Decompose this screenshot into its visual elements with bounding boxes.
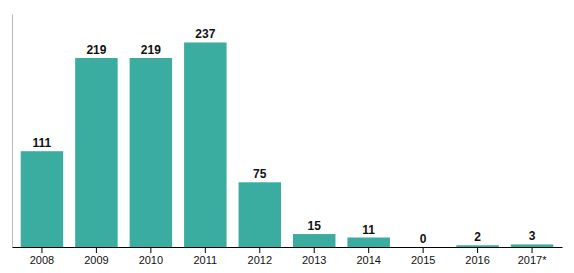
x-tick-label: 2011 bbox=[193, 254, 217, 266]
x-tick: 2008 bbox=[30, 247, 54, 266]
y-axis bbox=[12, 15, 13, 248]
bar bbox=[347, 238, 389, 247]
x-tick: 2014 bbox=[356, 247, 380, 266]
x-tick-mark bbox=[532, 247, 533, 253]
chart: 2008200920102011201220132014201520162017… bbox=[0, 0, 574, 273]
x-tick: 2015 bbox=[411, 247, 435, 266]
x-tick: 2013 bbox=[302, 247, 326, 266]
x-tick-label: 2012 bbox=[248, 254, 272, 266]
data-label: 219 bbox=[86, 43, 106, 57]
bars bbox=[21, 42, 554, 247]
data-label: 219 bbox=[141, 43, 161, 57]
x-tick-mark bbox=[259, 247, 260, 253]
data-label: 0 bbox=[420, 232, 427, 246]
bar bbox=[21, 151, 63, 247]
x-tick: 2012 bbox=[248, 247, 272, 266]
bar bbox=[456, 245, 498, 247]
y-axis-line bbox=[12, 15, 13, 248]
x-tick-label: 2010 bbox=[139, 254, 163, 266]
x-tick-label: 2008 bbox=[30, 254, 54, 266]
x-axis: 2008 2009 2010 2011 2012 2013 2014 2015 2016 2017… bbox=[13, 247, 563, 266]
x-tick-mark bbox=[368, 247, 369, 253]
x-tick-mark bbox=[314, 247, 315, 253]
x-tick-label: 2013 bbox=[302, 254, 326, 266]
bar bbox=[184, 42, 226, 247]
data-label: 15 bbox=[308, 219, 322, 233]
x-tick-label: 2017* bbox=[518, 254, 547, 266]
plot: 2008200920102011201220132014201520162017… bbox=[13, 15, 563, 266]
x-tick-mark bbox=[477, 247, 478, 253]
bar bbox=[75, 58, 117, 247]
data-label: 3 bbox=[529, 229, 536, 243]
x-tick-label: 2009 bbox=[84, 254, 108, 266]
bar bbox=[239, 182, 281, 247]
x-tick: 2010 bbox=[139, 247, 163, 266]
data-label: 2 bbox=[474, 230, 481, 244]
x-tick-mark bbox=[150, 247, 151, 253]
data-label: 237 bbox=[195, 27, 215, 41]
x-tick: 2009 bbox=[84, 247, 108, 266]
x-tick: 2011 bbox=[193, 247, 217, 266]
x-axis-line bbox=[13, 247, 563, 248]
x-tick-label: 2016 bbox=[465, 254, 489, 266]
x-tick-mark bbox=[96, 247, 97, 253]
data-label: 11 bbox=[362, 223, 375, 237]
x-tick-mark bbox=[41, 247, 42, 253]
x-tick: 2017* bbox=[518, 247, 547, 266]
x-tick-mark bbox=[423, 247, 424, 253]
bar bbox=[293, 234, 335, 247]
x-tick: 2016 bbox=[465, 247, 489, 266]
data-label: 75 bbox=[253, 167, 267, 181]
bar bbox=[130, 58, 172, 247]
x-tick-label: 2015 bbox=[411, 254, 435, 266]
bar bbox=[402, 247, 444, 248]
x-tick-mark bbox=[205, 247, 206, 253]
data-labels: 111 219 219 237 75 15 11 0 2 3 bbox=[33, 27, 536, 246]
x-tick-label: 2014 bbox=[356, 254, 380, 266]
bar bbox=[511, 244, 553, 247]
data-label: 111 bbox=[33, 136, 52, 150]
